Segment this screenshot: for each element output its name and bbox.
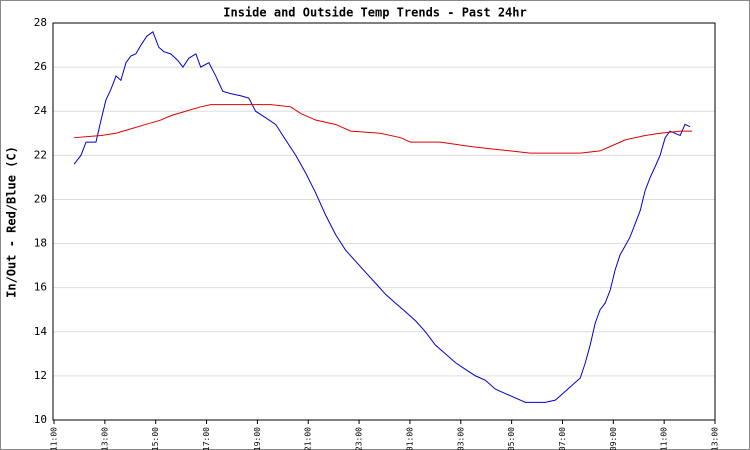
x-tick-label: 15:00 — [151, 427, 160, 450]
y-tick-label: 18 — [34, 237, 47, 250]
x-tick-label: 11:00 — [660, 427, 669, 450]
chart-title: Inside and Outside Temp Trends - Past 24… — [223, 6, 526, 20]
y-tick-label: 24 — [34, 104, 48, 117]
x-tick-label: 05:00 — [507, 427, 516, 450]
x-tick-label: 13:00 — [100, 427, 109, 450]
x-tick-label: 11:00 — [50, 427, 59, 450]
plot-area — [52, 22, 716, 421]
y-tick-label: 12 — [34, 369, 47, 382]
x-tick-label: 13:00 — [711, 427, 720, 450]
y-tick-label: 26 — [34, 60, 47, 73]
x-tick-label: 19:00 — [253, 427, 262, 450]
x-tick-label: 17:00 — [202, 427, 211, 450]
x-tick-label: 07:00 — [558, 427, 567, 450]
series-line — [73, 31, 691, 403]
y-tick-label: 28 — [34, 16, 47, 29]
series-line — [74, 104, 693, 154]
x-tick-label: 01:00 — [405, 427, 414, 450]
y-axis-label: In/Out - Red/Blue (C) — [5, 146, 19, 298]
y-tick-label: 10 — [34, 413, 47, 426]
y-tick-label: 14 — [34, 325, 48, 338]
x-tick-label: 09:00 — [609, 427, 618, 450]
y-tick-label: 20 — [34, 192, 47, 205]
x-tick-label: 23:00 — [355, 427, 364, 450]
y-tick-label: 22 — [34, 148, 47, 161]
x-tick-label: 03:00 — [456, 427, 465, 450]
y-tick-label: 16 — [34, 281, 47, 294]
x-tick-label: 21:00 — [304, 427, 313, 450]
